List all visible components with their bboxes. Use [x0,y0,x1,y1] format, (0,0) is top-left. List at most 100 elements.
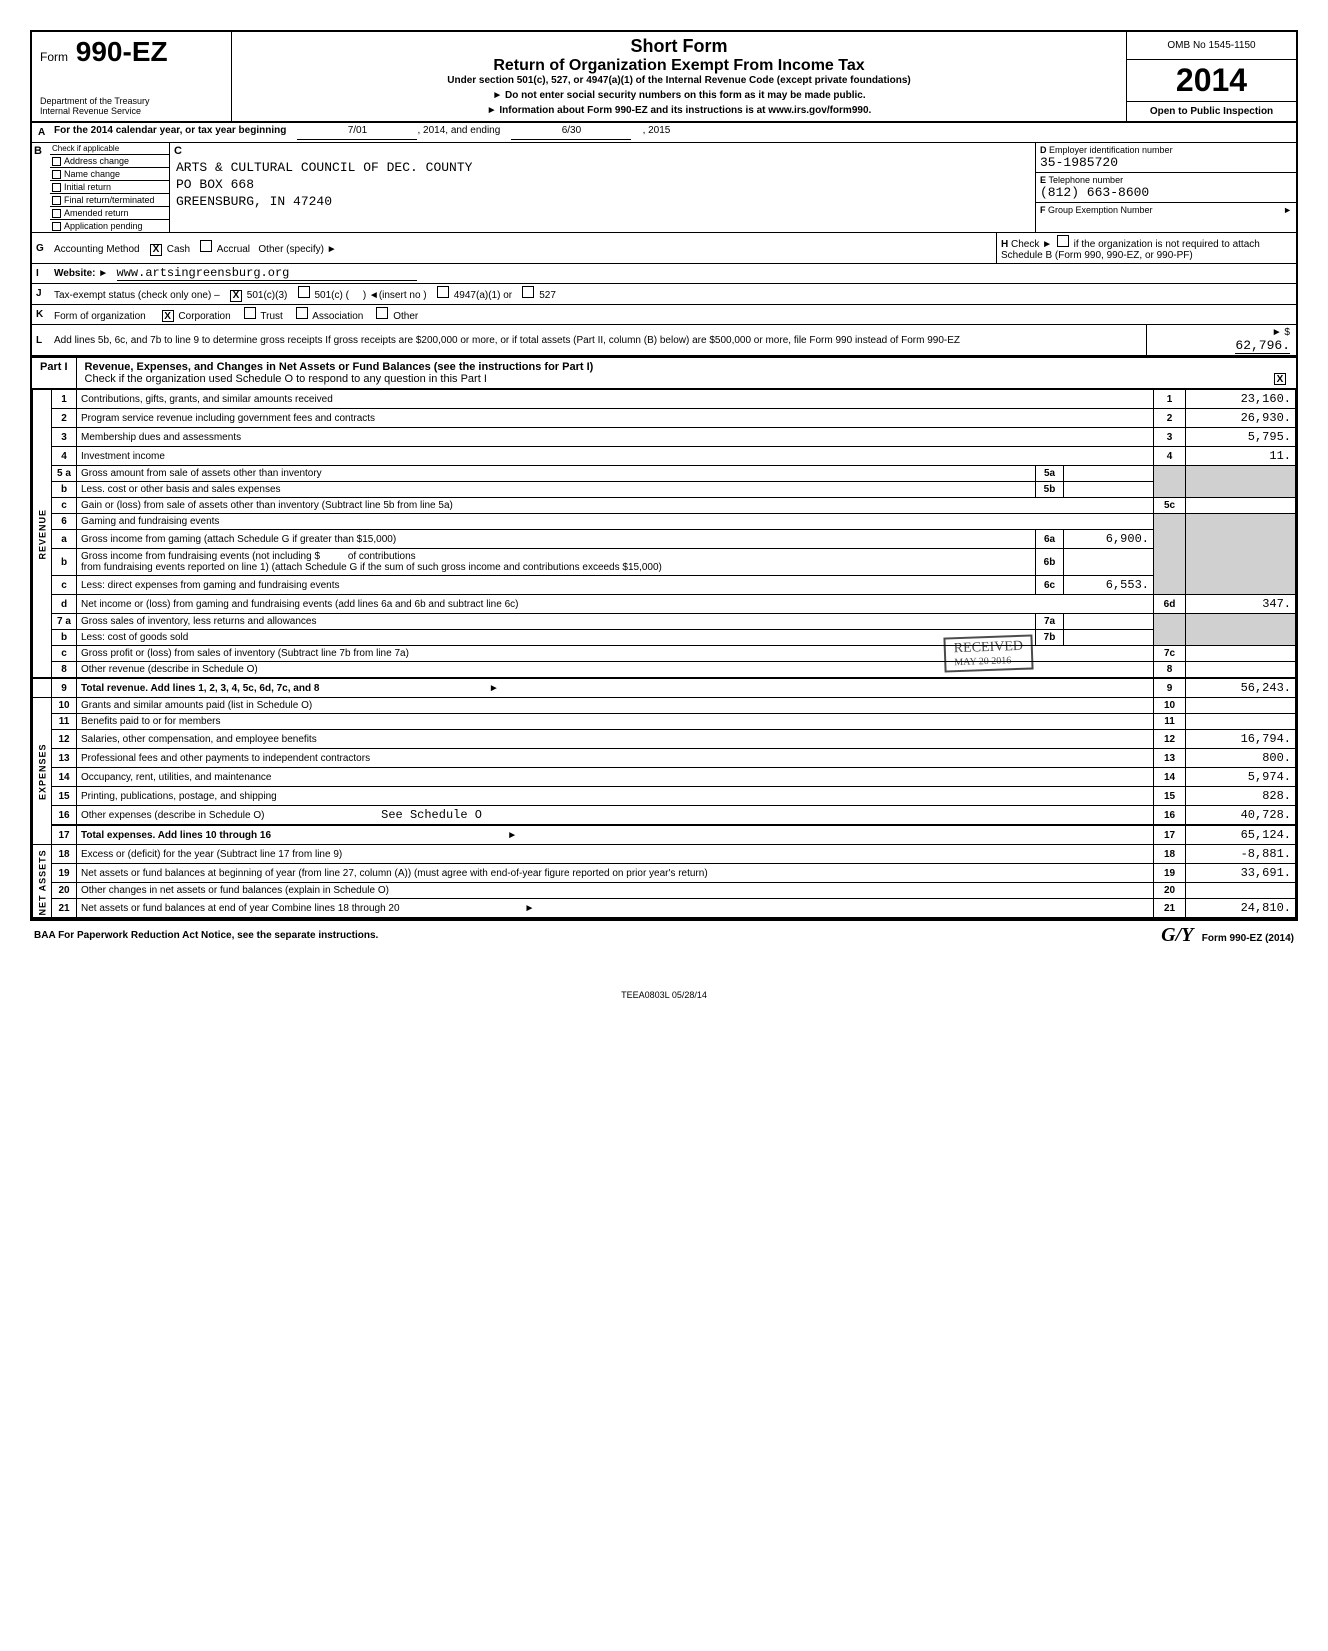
omb-number: OMB No 1545-1150 [1127,32,1296,60]
row-12: 12Salaries, other compensation, and empl… [33,730,1296,749]
501c-label: 501(c) ( [314,290,348,301]
header-left: Form 990-EZ Department of the Treasury I… [32,32,232,121]
check-address[interactable]: Address change [50,155,169,168]
row-20: 20Other changes in net assets or fund ba… [33,883,1296,899]
501c3-checkbox[interactable]: X [230,290,242,302]
entity-block: B Check if applicable Address change Nam… [32,143,1296,233]
form-prefix: Form [40,50,68,64]
cash-label: Cash [167,244,190,255]
letter-b: B [32,143,50,232]
website-value: www.artsingreensburg.org [117,266,417,281]
row-6a: aGross income from gaming (attach Schedu… [33,530,1296,549]
part-1-header: Part I Revenue, Expenses, and Changes in… [32,356,1296,389]
line-l-text: Add lines 5b, 6c, and 7b to line 9 to de… [50,333,1146,348]
assoc-label: Association [312,311,363,322]
row-2: 2Program service revenue including gover… [33,409,1296,428]
tax-exempt-label: Tax-exempt status (check only one) – [54,290,220,301]
assets-side: NET ASSETS [33,845,52,919]
4947-label: 4947(a)(1) or [454,290,512,301]
row-11: 11Benefits paid to or for members11 [33,714,1296,730]
form-number: 990-EZ [76,36,168,67]
handwritten-note: G/Y [1161,924,1193,946]
527-label: 527 [539,290,556,301]
row-13: 13Professional fees and other payments t… [33,749,1296,768]
tax-year: 2014 [1127,60,1296,102]
row-14: 14Occupancy, rent, utilities, and mainte… [33,768,1296,787]
501c3-label: 501(c)(3) [247,290,288,301]
line-k: K Form of organization X Corporation Tru… [32,305,1296,326]
corp-checkbox[interactable]: X [162,310,174,322]
row-8: 8Other revenue (describe in Schedule O)8 [33,662,1296,679]
row-19: 19Net assets or fund balances at beginni… [33,864,1296,883]
line-j: J Tax-exempt status (check only one) – X… [32,284,1296,305]
501c-checkbox[interactable] [298,286,310,298]
line-i: I Website: ► www.artsingreensburg.org [32,264,1296,284]
check-header: Check if applicable [50,143,169,155]
row-18: NET ASSETS 18Excess or (deficit) for the… [33,845,1296,864]
dept-irs: Internal Revenue Service [40,107,223,117]
row-9: 9Total revenue. Add lines 1, 2, 3, 4, 5c… [33,678,1296,698]
row-16: 16Other expenses (describe in Schedule O… [33,806,1296,826]
row-6c: cLess: direct expenses from gaming and f… [33,576,1296,595]
schedule-o-checkbox[interactable]: X [1274,373,1286,385]
section-c: C ARTS & CULTURAL COUNCIL OF DEC. COUNTY… [170,143,1036,232]
sections-def: D Employer identification number 35-1985… [1036,143,1296,232]
other-org-label: Other [393,311,418,322]
part-1-title: Revenue, Expenses, and Changes in Net As… [85,361,594,373]
h-check-label: Check ► [1011,239,1052,250]
check-amended[interactable]: Amended return [50,207,169,220]
527-checkbox[interactable] [522,286,534,298]
part-1-label: Part I [32,358,77,388]
org-addr1: PO BOX 668 [170,176,1035,193]
footer-left: BAA For Paperwork Reduction Act Notice, … [34,930,378,941]
line-h: H Check ► if the organization is not req… [996,233,1296,263]
part-1-check: Check if the organization used Schedule … [85,373,487,385]
h-checkbox[interactable] [1057,235,1069,247]
insert-no: ◄(insert no ) [369,290,427,301]
check-pending[interactable]: Application pending [50,220,169,232]
title-under: Under section 501(c), 527, or 4947(a)(1)… [242,75,1116,86]
row-7c: c Gross profit or (loss) from sales of i… [33,646,1296,662]
row-10: EXPENSES 10Grants and similar amounts pa… [33,698,1296,714]
row-15: 15Printing, publications, postage, and s… [33,787,1296,806]
header-center: Short Form Return of Organization Exempt… [232,32,1126,121]
line-a-label: For the 2014 calendar year, or tax year … [54,125,286,140]
check-initial[interactable]: Initial return [50,181,169,194]
footer: BAA For Paperwork Reduction Act Notice, … [30,921,1298,950]
form-org-label: Form of organization [54,311,146,322]
accrual-label: Accrual [217,244,250,255]
letter-c: C [170,143,1035,159]
phone-value: (812) 663-8600 [1040,185,1149,200]
row-3: 3Membership dues and assessments35,795. [33,428,1296,447]
row-17: 17Total expenses. Add lines 10 through 1… [33,825,1296,845]
line-a-mid: , 2014, and ending [417,125,500,140]
line-l-arrow: ► $ [1272,327,1290,338]
4947-checkbox[interactable] [437,286,449,298]
website-label: Website: ► [54,268,108,279]
revenue-side: REVENUE [33,390,52,679]
row-5b: bLess. cost or other basis and sales exp… [33,482,1296,498]
row-6b: bGross income from fundraising events (n… [33,549,1296,576]
row-6: 6Gaming and fundraising events [33,514,1296,530]
accrual-checkbox[interactable] [200,240,212,252]
title-info: ► Information about Form 990-EZ and its … [242,105,1116,116]
row-5c: cGain or (loss) from sale of assets othe… [33,498,1296,514]
line-l: L Add lines 5b, 6c, and 7b to line 9 to … [32,325,1296,356]
assoc-checkbox[interactable] [296,307,308,319]
phone-label: Telephone number [1049,175,1124,185]
row-6d: dNet income or (loss) from gaming and fu… [33,595,1296,614]
check-name[interactable]: Name change [50,168,169,181]
trust-checkbox[interactable] [244,307,256,319]
row-21: 21Net assets or fund balances at end of … [33,899,1296,919]
cash-checkbox[interactable]: X [150,244,162,256]
check-final[interactable]: Final return/terminated [50,194,169,207]
line-g-h: G Accounting Method X Cash Accrual Other… [32,233,1296,264]
other-org-checkbox[interactable] [376,307,388,319]
ein-label: Employer identification number [1049,145,1173,155]
row-4: 4Investment income411. [33,447,1296,466]
check-if-applicable: Check if applicable Address change Name … [50,143,170,232]
line-a: A For the 2014 calendar year, or tax yea… [32,123,1296,143]
header-right: OMB No 1545-1150 2014 Open to Public Ins… [1126,32,1296,121]
row-7a: 7 aGross sales of inventory, less return… [33,614,1296,630]
trust-label: Trust [260,311,282,322]
